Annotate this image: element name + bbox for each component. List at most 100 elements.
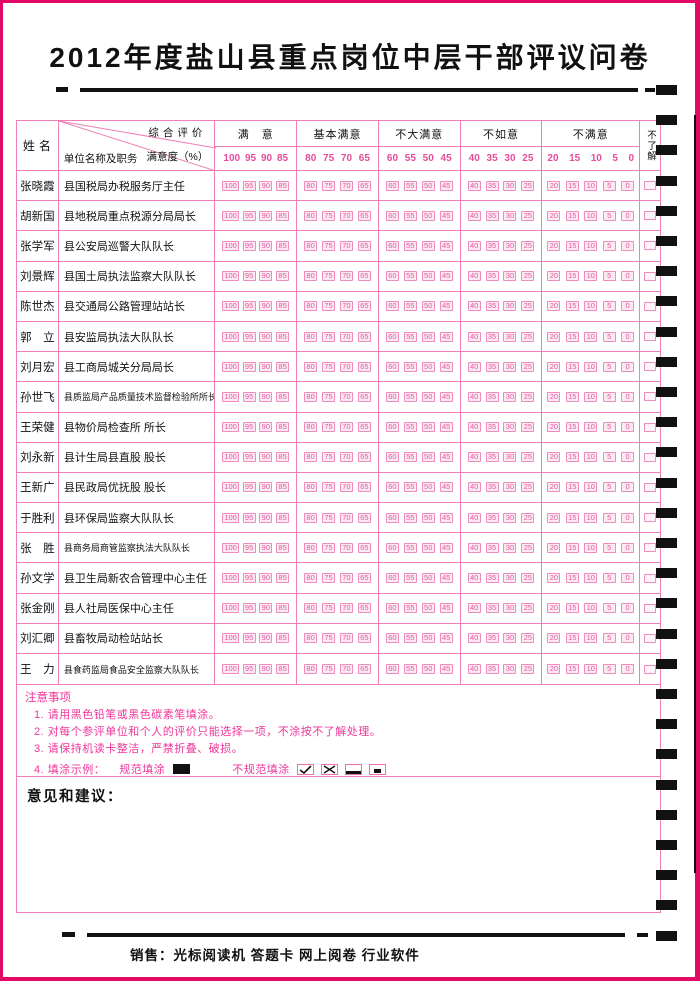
score-bubble-70[interactable]: 70 [339,240,353,251]
score-bubble-95[interactable]: 95 [242,210,256,221]
score-bubble-10[interactable]: 10 [584,603,598,614]
score-bubble-45[interactable]: 45 [439,633,453,644]
score-bubble-15[interactable]: 15 [565,210,579,221]
score-bubble-10[interactable]: 10 [584,210,598,221]
score-bubble-40[interactable]: 40 [467,452,481,463]
score-bubble-100[interactable]: 100 [222,271,239,282]
unknown-bubble[interactable] [644,543,657,553]
unknown-bubble[interactable] [644,181,657,191]
score-bubble-25[interactable]: 25 [521,422,535,433]
score-bubble-50[interactable]: 50 [421,391,435,402]
score-bubble-25[interactable]: 25 [521,482,535,493]
score-bubble-70[interactable]: 70 [339,180,353,191]
unknown-bubble[interactable] [644,301,657,311]
score-bubble-20[interactable]: 20 [547,301,561,312]
score-bubble-0[interactable]: 0 [621,180,635,191]
score-bubble-35[interactable]: 35 [485,633,499,644]
score-bubble-35[interactable]: 35 [485,664,499,675]
score-bubble-100[interactable]: 100 [222,633,239,644]
unknown-bubble[interactable] [644,573,657,583]
score-bubble-45[interactable]: 45 [439,210,453,221]
score-bubble-95[interactable]: 95 [242,180,256,191]
score-bubble-95[interactable]: 95 [242,271,256,282]
score-bubble-35[interactable]: 35 [485,512,499,523]
score-bubble-80[interactable]: 80 [304,331,318,342]
score-bubble-15[interactable]: 15 [565,271,579,282]
score-bubble-75[interactable]: 75 [322,633,336,644]
score-bubble-75[interactable]: 75 [322,603,336,614]
score-bubble-20[interactable]: 20 [547,240,561,251]
score-bubble-5[interactable]: 5 [602,180,616,191]
score-bubble-40[interactable]: 40 [467,573,481,584]
score-bubble-5[interactable]: 5 [602,422,616,433]
score-bubble-100[interactable]: 100 [222,391,239,402]
score-bubble-45[interactable]: 45 [439,180,453,191]
score-bubble-85[interactable]: 85 [276,573,290,584]
score-bubble-70[interactable]: 70 [339,422,353,433]
score-bubble-80[interactable]: 80 [304,210,318,221]
score-bubble-90[interactable]: 90 [259,210,273,221]
score-bubble-65[interactable]: 65 [357,573,371,584]
score-bubble-5[interactable]: 5 [602,452,616,463]
score-bubble-5[interactable]: 5 [602,664,616,675]
score-bubble-80[interactable]: 80 [304,301,318,312]
score-bubble-100[interactable]: 100 [222,180,239,191]
score-bubble-0[interactable]: 0 [621,331,635,342]
score-bubble-90[interactable]: 90 [259,361,273,372]
score-bubble-100[interactable]: 100 [222,240,239,251]
score-bubble-35[interactable]: 35 [485,331,499,342]
score-bubble-65[interactable]: 65 [357,210,371,221]
score-bubble-5[interactable]: 5 [602,603,616,614]
score-bubble-35[interactable]: 35 [485,301,499,312]
score-bubble-75[interactable]: 75 [322,240,336,251]
score-bubble-75[interactable]: 75 [322,331,336,342]
score-bubble-60[interactable]: 60 [385,542,399,553]
score-bubble-50[interactable]: 50 [421,664,435,675]
score-bubble-60[interactable]: 60 [385,301,399,312]
score-bubble-20[interactable]: 20 [547,633,561,644]
score-bubble-100[interactable]: 100 [222,664,239,675]
score-bubble-40[interactable]: 40 [467,271,481,282]
score-bubble-0[interactable]: 0 [621,240,635,251]
score-bubble-0[interactable]: 0 [621,482,635,493]
score-bubble-95[interactable]: 95 [242,391,256,402]
score-bubble-5[interactable]: 5 [602,573,616,584]
score-bubble-50[interactable]: 50 [421,240,435,251]
score-bubble-30[interactable]: 30 [503,301,517,312]
score-bubble-90[interactable]: 90 [259,482,273,493]
score-bubble-65[interactable]: 65 [357,633,371,644]
score-bubble-15[interactable]: 15 [565,452,579,463]
score-bubble-30[interactable]: 30 [503,603,517,614]
score-bubble-40[interactable]: 40 [467,542,481,553]
score-bubble-40[interactable]: 40 [467,331,481,342]
score-bubble-15[interactable]: 15 [565,482,579,493]
score-bubble-45[interactable]: 45 [439,331,453,342]
score-bubble-40[interactable]: 40 [467,301,481,312]
score-bubble-25[interactable]: 25 [521,452,535,463]
unknown-bubble[interactable] [644,332,657,342]
score-bubble-20[interactable]: 20 [547,210,561,221]
score-bubble-10[interactable]: 10 [584,542,598,553]
score-bubble-50[interactable]: 50 [421,210,435,221]
score-bubble-50[interactable]: 50 [421,542,435,553]
score-bubble-15[interactable]: 15 [565,512,579,523]
score-bubble-90[interactable]: 90 [259,542,273,553]
score-bubble-35[interactable]: 35 [485,603,499,614]
score-bubble-20[interactable]: 20 [547,542,561,553]
score-bubble-15[interactable]: 15 [565,664,579,675]
score-bubble-80[interactable]: 80 [304,361,318,372]
score-bubble-55[interactable]: 55 [403,361,417,372]
score-bubble-50[interactable]: 50 [421,331,435,342]
unknown-bubble[interactable] [644,513,657,523]
score-bubble-30[interactable]: 30 [503,391,517,402]
score-bubble-30[interactable]: 30 [503,664,517,675]
score-bubble-60[interactable]: 60 [385,573,399,584]
score-bubble-30[interactable]: 30 [503,512,517,523]
score-bubble-25[interactable]: 25 [521,331,535,342]
score-bubble-95[interactable]: 95 [242,240,256,251]
score-bubble-90[interactable]: 90 [259,301,273,312]
unknown-bubble[interactable] [644,271,657,281]
score-bubble-80[interactable]: 80 [304,452,318,463]
score-bubble-40[interactable]: 40 [467,422,481,433]
score-bubble-30[interactable]: 30 [503,331,517,342]
